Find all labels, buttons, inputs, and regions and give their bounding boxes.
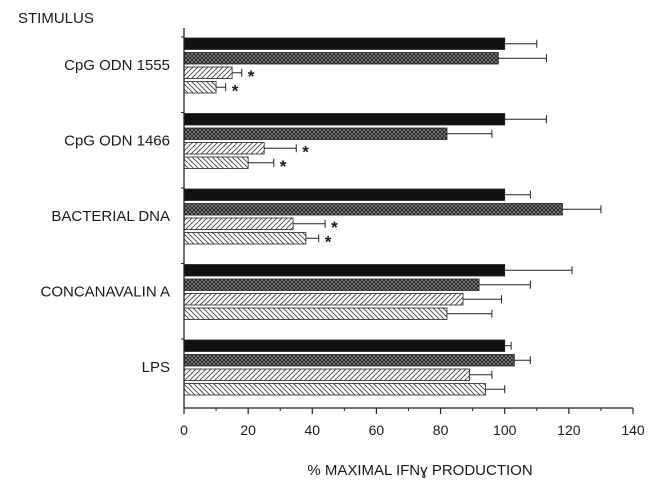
category-label: CpG ODN 1466	[64, 133, 170, 150]
bar	[183, 52, 499, 65]
x-tick-label: 100	[493, 422, 517, 438]
bar	[183, 37, 506, 50]
bar	[183, 66, 233, 79]
x-tick-label: 0	[180, 422, 188, 438]
x-axis-title: % MAXIMAL IFNɣ PRODUCTION	[307, 462, 532, 479]
x-tick-label: 40	[304, 422, 320, 438]
x-tick-label: 140	[621, 422, 645, 438]
significance-star: *	[302, 142, 309, 161]
bar	[183, 307, 448, 320]
bar	[183, 217, 294, 230]
bar	[183, 232, 307, 245]
bars-layer: ******	[183, 37, 602, 396]
bar	[183, 293, 464, 306]
significance-star: *	[325, 232, 332, 251]
bar	[183, 127, 448, 140]
significance-star: *	[248, 67, 255, 86]
x-tick-label: 80	[433, 422, 449, 438]
category-labels: CpG ODN 1555 CpG ODN 1466 BACTERIAL DNA CON…	[41, 57, 170, 376]
x-axis: 0 20 40 60 80 100 120 140	[180, 28, 645, 438]
bar	[183, 383, 486, 396]
category-label: LPS	[142, 359, 170, 376]
bar	[183, 368, 470, 381]
bar	[183, 339, 506, 352]
category-label: BACTERIAL DNA	[51, 208, 170, 225]
x-tick-label: 60	[369, 422, 385, 438]
bar	[183, 264, 506, 277]
category-label: CpG ODN 1555	[64, 57, 170, 74]
bar	[183, 278, 480, 291]
category-label: CONCANAVALIN A	[41, 284, 170, 301]
x-tick-label: 120	[557, 422, 581, 438]
bar	[183, 113, 506, 126]
bar	[183, 156, 249, 169]
significance-star: *	[331, 218, 338, 237]
bar	[183, 354, 515, 367]
x-tick-label: 20	[240, 422, 256, 438]
significance-star: *	[232, 81, 239, 100]
significance-star: *	[280, 157, 287, 176]
bar	[183, 142, 265, 155]
bar	[183, 203, 563, 216]
bar	[183, 81, 217, 94]
bar	[183, 188, 506, 201]
stimulus-header: STIMULUS	[18, 10, 94, 27]
